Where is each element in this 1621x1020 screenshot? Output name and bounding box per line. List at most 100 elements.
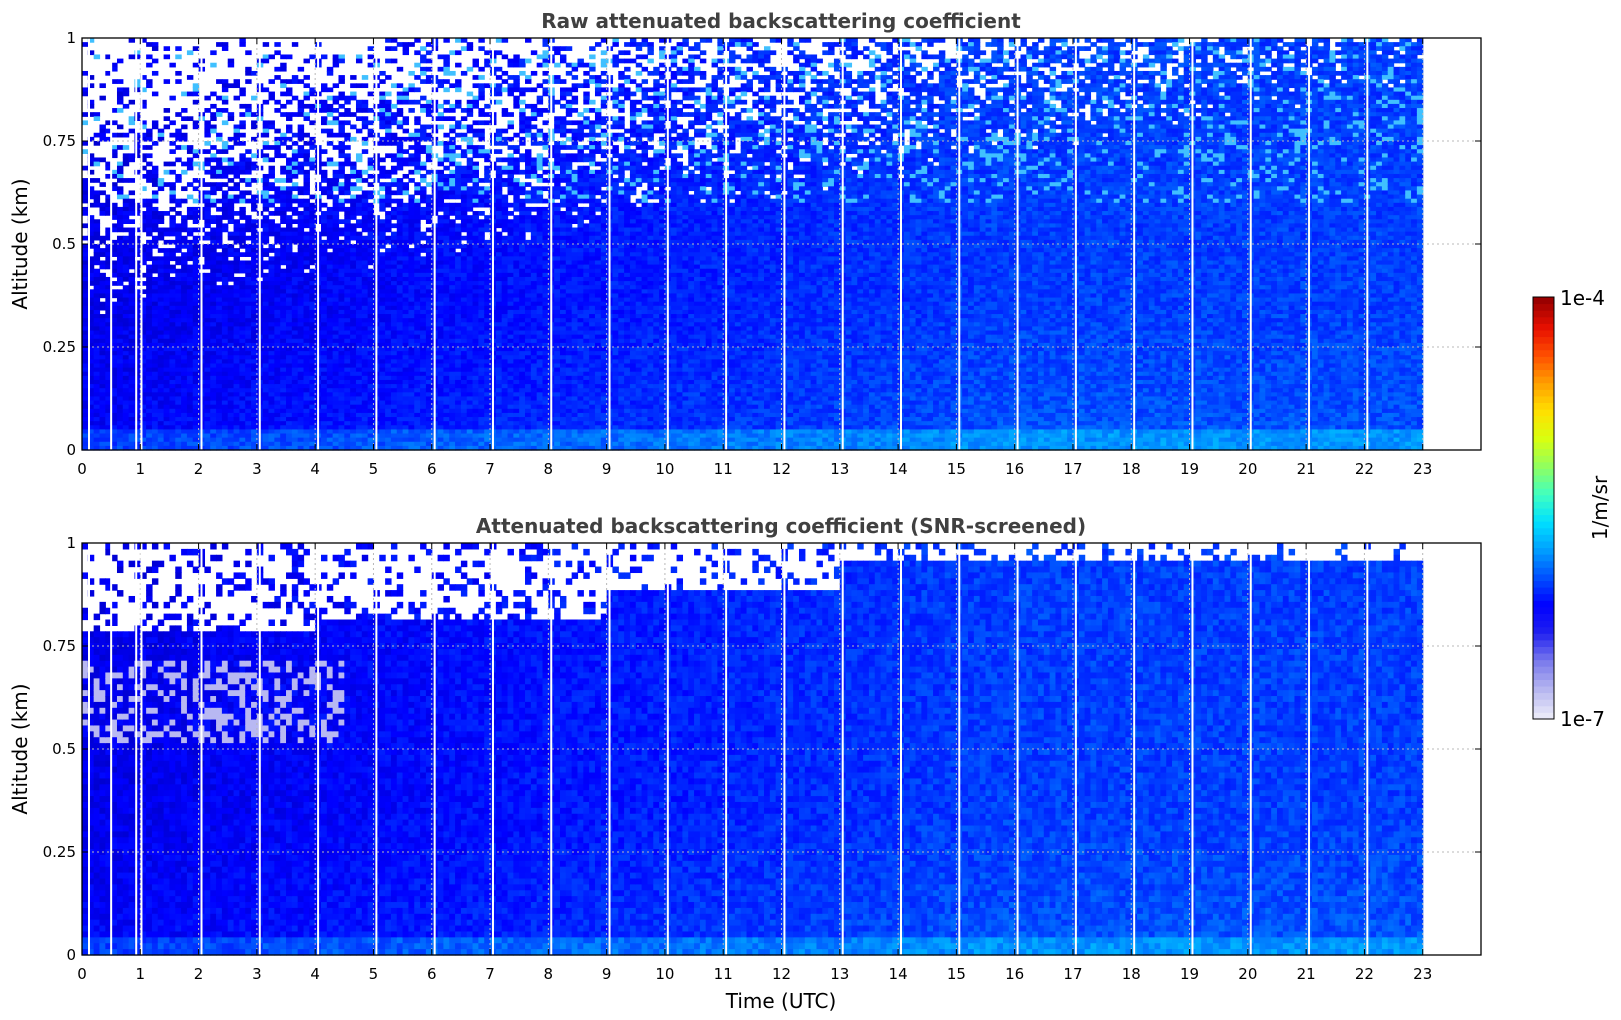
heatmap-cell bbox=[397, 149, 403, 154]
heatmap-cell bbox=[239, 409, 245, 414]
heatmap-cell bbox=[403, 174, 409, 179]
heatmap-cell bbox=[391, 232, 397, 237]
heatmap-cell bbox=[216, 182, 222, 187]
heatmap-cell bbox=[455, 326, 461, 331]
heatmap-cell bbox=[455, 120, 461, 125]
heatmap-cell bbox=[443, 372, 449, 377]
heatmap-cell bbox=[245, 223, 251, 228]
heatmap-cell bbox=[414, 368, 420, 373]
heatmap-cell bbox=[379, 223, 385, 228]
heatmap-cell bbox=[210, 219, 216, 224]
heatmap-cell bbox=[467, 380, 473, 385]
heatmap-cell bbox=[344, 199, 350, 204]
heatmap-cell bbox=[280, 252, 286, 257]
heatmap-cell bbox=[356, 244, 362, 249]
heatmap-cell bbox=[298, 186, 304, 191]
heatmap-cell bbox=[187, 265, 193, 270]
heatmap-cell bbox=[391, 347, 397, 352]
heatmap-cell bbox=[239, 232, 245, 237]
heatmap-cell bbox=[455, 256, 461, 261]
heatmap-cell bbox=[175, 429, 181, 434]
heatmap-cell bbox=[82, 289, 88, 294]
heatmap-cell bbox=[169, 182, 175, 187]
heatmap-cell bbox=[94, 199, 100, 204]
heatmap-cell bbox=[455, 392, 461, 397]
heatmap-cell bbox=[350, 236, 356, 241]
heatmap-cell bbox=[292, 260, 298, 265]
heatmap-cell bbox=[467, 256, 473, 261]
heatmap-cell bbox=[146, 372, 152, 377]
heatmap-cell bbox=[344, 285, 350, 290]
heatmap-cell bbox=[333, 269, 339, 274]
heatmap-cell bbox=[298, 190, 304, 195]
heatmap-cell bbox=[321, 248, 327, 253]
heatmap-cell bbox=[181, 331, 187, 336]
heatmap-cell bbox=[327, 405, 333, 410]
heatmap-cell bbox=[146, 244, 152, 249]
heatmap-cell bbox=[391, 277, 397, 282]
heatmap-cell bbox=[461, 339, 467, 344]
heatmap-cell bbox=[397, 322, 403, 327]
heatmap-cell bbox=[449, 442, 455, 447]
heatmap-cell bbox=[204, 207, 210, 212]
heatmap-cell bbox=[82, 211, 88, 216]
heatmap-cell bbox=[467, 434, 473, 439]
heatmap-cell bbox=[263, 438, 269, 443]
heatmap-cell bbox=[164, 355, 170, 360]
heatmap-cell bbox=[350, 359, 356, 364]
heatmap-cell bbox=[117, 306, 123, 311]
heatmap-cell bbox=[327, 269, 333, 274]
heatmap-cell bbox=[362, 252, 368, 257]
heatmap-cell bbox=[286, 388, 292, 393]
heatmap-cell bbox=[117, 228, 123, 233]
heatmap-cell bbox=[298, 359, 304, 364]
heatmap-cell bbox=[338, 421, 344, 426]
heatmap-cell bbox=[129, 384, 135, 389]
heatmap-cell bbox=[164, 401, 170, 406]
heatmap-cell bbox=[117, 347, 123, 352]
heatmap-cell bbox=[164, 228, 170, 233]
heatmap-cell bbox=[175, 405, 181, 410]
heatmap-cell bbox=[292, 211, 298, 216]
heatmap-cell bbox=[245, 359, 251, 364]
heatmap-cell bbox=[438, 54, 444, 59]
heatmap-cell bbox=[123, 442, 129, 447]
heatmap-cell bbox=[175, 260, 181, 265]
heatmap-cell bbox=[181, 434, 187, 439]
heatmap-cell bbox=[333, 178, 339, 183]
heatmap-cell bbox=[443, 351, 449, 356]
heatmap-cell bbox=[443, 326, 449, 331]
heatmap-cell bbox=[438, 277, 444, 282]
heatmap-cell bbox=[239, 335, 245, 340]
heatmap-cell bbox=[152, 298, 158, 303]
heatmap-cell bbox=[245, 405, 251, 410]
heatmap-cell bbox=[228, 273, 234, 278]
heatmap-cell bbox=[304, 302, 310, 307]
heatmap-cell bbox=[408, 260, 414, 265]
heatmap-cell bbox=[158, 289, 164, 294]
heatmap-cell bbox=[228, 434, 234, 439]
heatmap-cell bbox=[222, 228, 228, 233]
heatmap-cell bbox=[356, 285, 362, 290]
heatmap-cell bbox=[461, 186, 467, 191]
heatmap-cell bbox=[280, 285, 286, 290]
heatmap-cell bbox=[245, 339, 251, 344]
heatmap-cell bbox=[245, 50, 251, 55]
heatmap-cell bbox=[245, 409, 251, 414]
heatmap-cell bbox=[169, 368, 175, 373]
heatmap-cell bbox=[379, 273, 385, 278]
heatmap-cell bbox=[455, 125, 461, 130]
heatmap-cell bbox=[362, 442, 368, 447]
heatmap-cell bbox=[286, 434, 292, 439]
heatmap-cell bbox=[344, 339, 350, 344]
heatmap-cell bbox=[344, 405, 350, 410]
heatmap-cell bbox=[204, 413, 210, 418]
heatmap-cell bbox=[169, 355, 175, 360]
heatmap-cell bbox=[327, 157, 333, 162]
heatmap-cell bbox=[152, 244, 158, 249]
heatmap-cell bbox=[449, 405, 455, 410]
heatmap-cell bbox=[304, 429, 310, 434]
heatmap-cell bbox=[129, 273, 135, 278]
heatmap-cell bbox=[321, 232, 327, 237]
heatmap-cell bbox=[333, 170, 339, 175]
